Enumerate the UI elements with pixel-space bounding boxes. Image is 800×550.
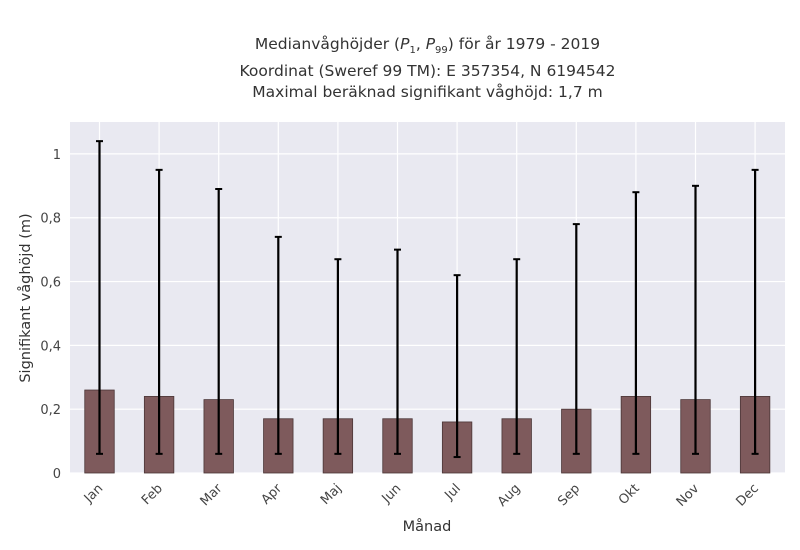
error-bar-sep: [572, 223, 580, 455]
title-p-low: P: [400, 35, 410, 53]
x-tick-label-jan: Jan: [81, 481, 106, 506]
x-tick-label-jul: Jul: [442, 481, 464, 503]
y-axis-label: Signifikant våghöjd (m): [17, 213, 34, 382]
x-tick-label-okt: Okt: [616, 481, 643, 508]
x-tick-labels: Jan Feb Mar Apr Maj Jun Jul Aug Sep Okt Nov Dec: [81, 481, 762, 510]
x-tick-label-dec: Dec: [734, 481, 762, 509]
error-bar-maj: [334, 258, 342, 455]
error-bar-jun: [394, 248, 401, 455]
error-bar-nov: [692, 184, 699, 455]
title-p-low-sub: 1: [409, 45, 416, 57]
error-bar-jul: [453, 274, 461, 459]
error-bar-dec: [751, 168, 759, 455]
y-tick-label: 0,2: [40, 403, 61, 418]
title-line-2: Koordinat (Sweref 99 TM): E 357354, N 61…: [239, 62, 616, 81]
error-bar-jan: [96, 140, 103, 455]
y-tick-label: 0: [53, 467, 61, 482]
x-tick-label-maj: Maj: [318, 481, 345, 508]
x-tick-label-mar: Mar: [198, 481, 226, 509]
chart-title: Medianvåghöjder (P1, P99) för år 1979 - …: [0, 34, 800, 103]
y-tick-label: 1: [53, 148, 61, 163]
x-tick-label-nov: Nov: [674, 481, 703, 510]
error-bar-aug: [513, 258, 521, 455]
x-tick-label-jun: Jun: [379, 481, 405, 507]
title-line-3: Maximal beräknad signifikant våghöjd: 1,…: [252, 83, 603, 102]
title-p-high: P: [425, 35, 436, 53]
y-tick-labels: 0 0,2 0,4 0,6 0,8 1: [40, 148, 61, 482]
error-bars: [96, 140, 759, 459]
title-line-1: Medianvåghöjder (P1, P99) för år 1979 - …: [254, 35, 601, 57]
x-tick-label-feb: Feb: [139, 481, 166, 508]
y-tick-label: 0,4: [40, 339, 61, 354]
x-tick-label-sep: Sep: [555, 481, 583, 509]
y-tick-label: 0,8: [40, 212, 61, 227]
x-axis-label: Månad: [403, 518, 452, 535]
y-tick-label: 0,6: [40, 276, 61, 291]
error-bar-apr: [274, 235, 282, 455]
x-tick-label-apr: Apr: [259, 481, 286, 508]
plot-area: [70, 122, 785, 473]
title-p-high-sub: 99: [435, 45, 448, 57]
error-bar-okt: [632, 191, 640, 455]
error-bar-mar: [215, 188, 223, 455]
error-bar-feb: [155, 168, 163, 455]
x-tick-label-aug: Aug: [495, 481, 524, 510]
